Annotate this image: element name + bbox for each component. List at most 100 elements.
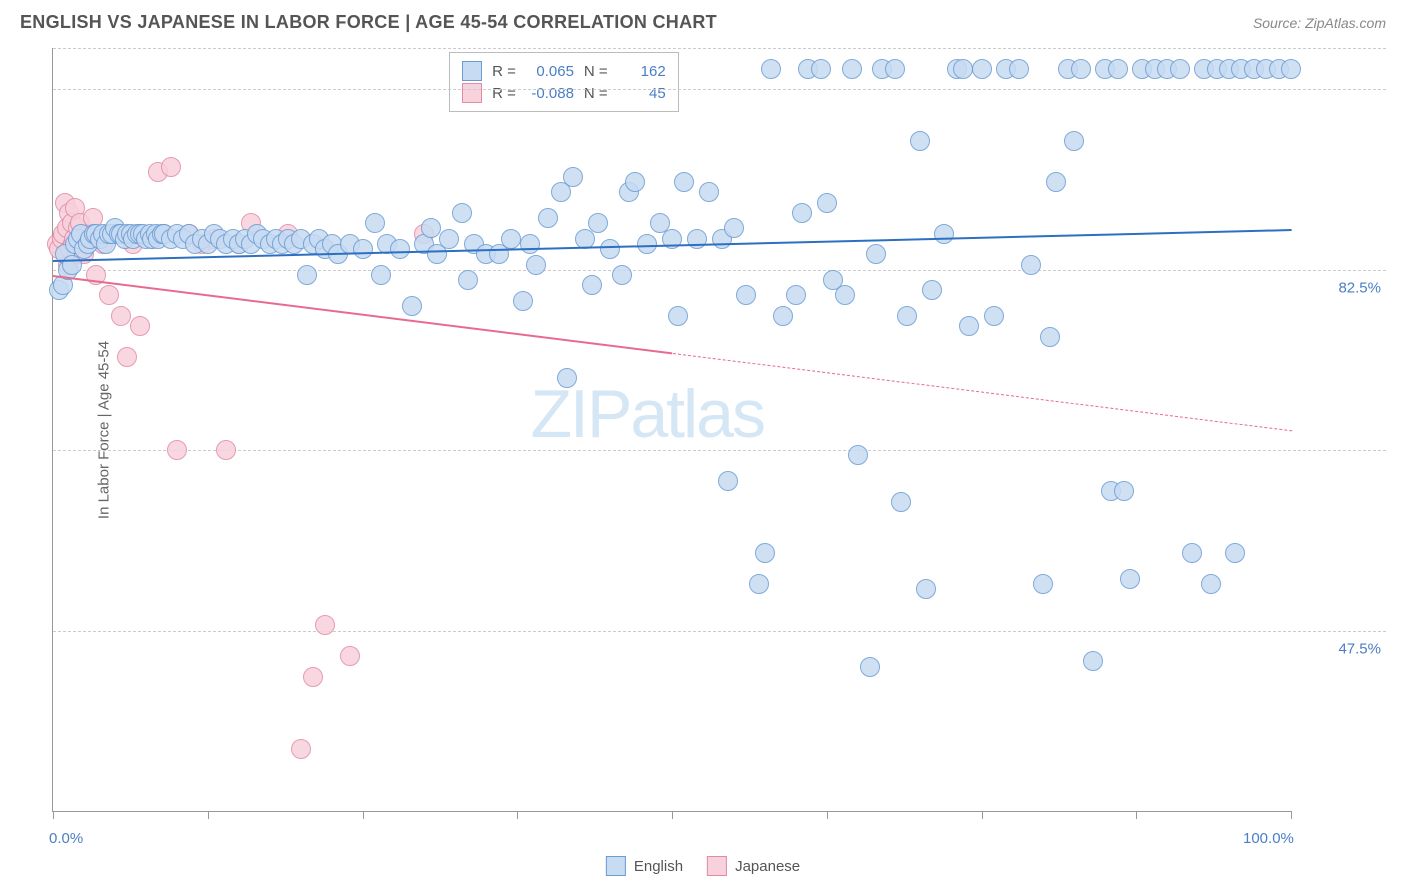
data-point — [761, 59, 781, 79]
data-point — [167, 440, 187, 460]
gridline — [53, 48, 1386, 49]
legend-row-english: R = 0.065 N = 162 — [462, 61, 666, 81]
legend-n-japanese: 45 — [618, 85, 666, 102]
y-tick-label: 82.5% — [1301, 279, 1381, 296]
gridline — [53, 270, 1386, 271]
data-point — [972, 59, 992, 79]
x-tick — [827, 811, 828, 819]
data-point — [390, 239, 410, 259]
data-point — [452, 203, 472, 223]
x-tick — [672, 811, 673, 819]
data-point — [303, 667, 323, 687]
data-point — [842, 59, 862, 79]
data-point — [959, 316, 979, 336]
data-point — [563, 167, 583, 187]
y-axis-label: In Labor Force | Age 45-54 — [96, 340, 113, 518]
y-tick-label: 47.5% — [1301, 640, 1381, 657]
gridline — [53, 450, 1386, 451]
data-point — [582, 275, 602, 295]
data-point — [792, 203, 812, 223]
x-tick — [1136, 811, 1137, 819]
data-point — [736, 285, 756, 305]
x-tick — [363, 811, 364, 819]
data-point — [421, 218, 441, 238]
data-point — [625, 172, 645, 192]
data-point — [1170, 59, 1190, 79]
data-point — [1071, 59, 1091, 79]
legend-n-label: N = — [584, 63, 608, 80]
legend-r-english: 0.065 — [526, 63, 574, 80]
data-point — [674, 172, 694, 192]
data-point — [668, 306, 688, 326]
data-point — [526, 255, 546, 275]
watermark-zip: ZIP — [531, 376, 631, 452]
correlation-legend: R = 0.065 N = 162 R = -0.088 N = 45 — [449, 52, 679, 112]
data-point — [315, 615, 335, 635]
data-point — [1083, 651, 1103, 671]
chart-container: In Labor Force | Age 45-54 ZIPatlas R = … — [52, 48, 1386, 832]
swatch-english — [462, 61, 482, 81]
x-tick-label: 0.0% — [49, 830, 83, 847]
legend-r-japanese: -0.088 — [526, 85, 574, 102]
x-tick — [982, 811, 983, 819]
legend-row-japanese: R = -0.088 N = 45 — [462, 83, 666, 103]
data-point — [1182, 543, 1202, 563]
data-point — [1021, 255, 1041, 275]
legend-n-label: N = — [584, 85, 608, 102]
data-point — [891, 492, 911, 512]
data-point — [897, 306, 917, 326]
legend-label-japanese: Japanese — [735, 858, 800, 875]
gridline — [53, 631, 1386, 632]
chart-title: ENGLISH VS JAPANESE IN LABOR FORCE | AGE… — [20, 12, 717, 33]
legend-r-label: R = — [492, 63, 516, 80]
data-point — [513, 291, 533, 311]
data-point — [786, 285, 806, 305]
data-point — [340, 646, 360, 666]
data-point — [612, 265, 632, 285]
swatch-english — [606, 856, 626, 876]
data-point — [718, 471, 738, 491]
data-point — [538, 208, 558, 228]
data-point — [835, 285, 855, 305]
data-point — [637, 234, 657, 254]
legend-item-english: English — [606, 856, 683, 876]
legend-r-label: R = — [492, 85, 516, 102]
x-tick — [1291, 811, 1292, 819]
data-point — [1108, 59, 1128, 79]
legend-n-english: 162 — [618, 63, 666, 80]
trend-line-dashed — [672, 353, 1292, 431]
data-point — [885, 59, 905, 79]
chart-source: Source: ZipAtlas.com — [1253, 15, 1386, 31]
data-point — [817, 193, 837, 213]
x-tick — [53, 811, 54, 819]
data-point — [1046, 172, 1066, 192]
trend-line — [53, 275, 673, 354]
data-point — [557, 368, 577, 388]
data-point — [724, 218, 744, 238]
data-point — [916, 579, 936, 599]
data-point — [1064, 131, 1084, 151]
data-point — [501, 229, 521, 249]
data-point — [117, 347, 137, 367]
data-point — [353, 239, 373, 259]
data-point — [749, 574, 769, 594]
legend-item-japanese: Japanese — [707, 856, 800, 876]
data-point — [953, 59, 973, 79]
data-point — [365, 213, 385, 233]
data-point — [291, 739, 311, 759]
data-point — [934, 224, 954, 244]
data-point — [1114, 481, 1134, 501]
data-point — [860, 657, 880, 677]
data-point — [848, 445, 868, 465]
x-tick-label: 100.0% — [1243, 830, 1294, 847]
data-point — [1225, 543, 1245, 563]
data-point — [1201, 574, 1221, 594]
data-point — [984, 306, 1004, 326]
data-point — [699, 182, 719, 202]
data-point — [811, 59, 831, 79]
data-point — [866, 244, 886, 264]
watermark-atlas: atlas — [630, 376, 764, 452]
data-point — [600, 239, 620, 259]
data-point — [922, 280, 942, 300]
data-point — [910, 131, 930, 151]
